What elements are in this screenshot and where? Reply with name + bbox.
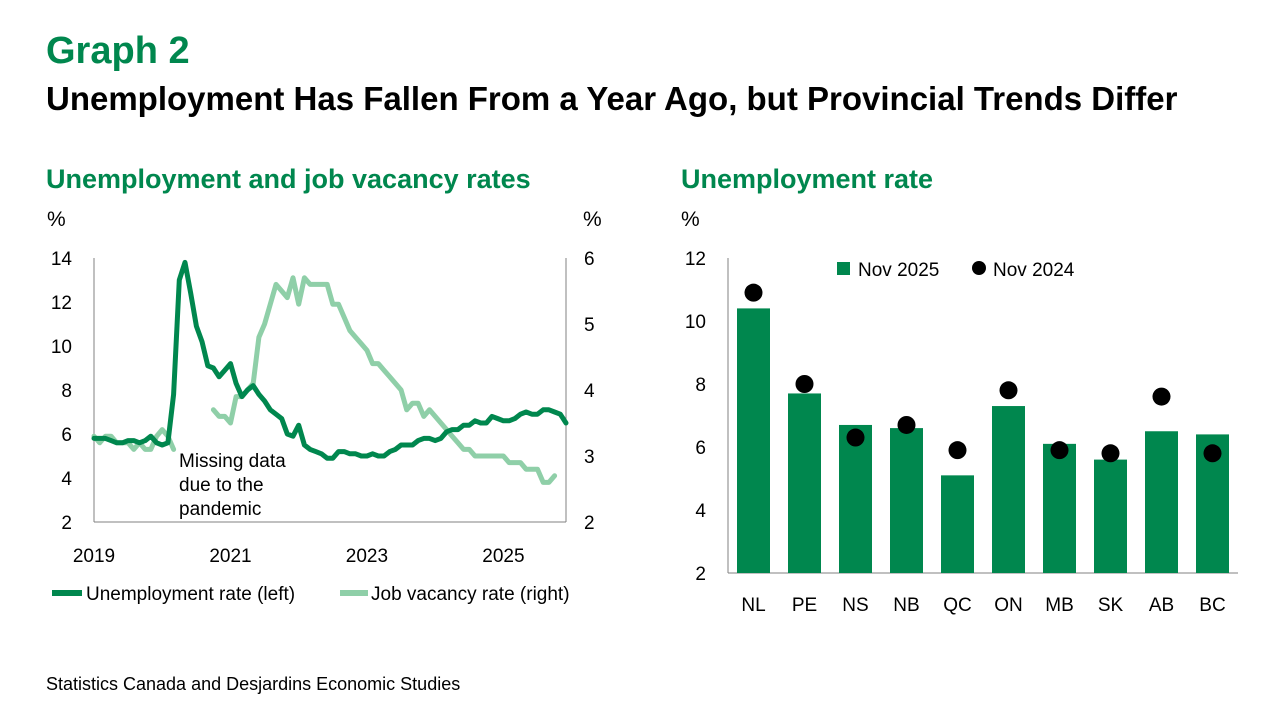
x-tick-label: AB xyxy=(1149,595,1174,616)
graph-label: Graph 2 xyxy=(46,30,190,72)
y-right-tick-label: 2 xyxy=(584,513,595,534)
left-chart-title: Unemployment and job vacancy rates xyxy=(46,164,531,194)
y-right-unit-label: % xyxy=(583,208,602,231)
marker-qc xyxy=(948,441,967,460)
y-tick-label: 6 xyxy=(695,438,706,459)
y-left-tick-label: 4 xyxy=(61,469,72,490)
y-tick-label: 8 xyxy=(695,375,706,396)
y-right-tick-label: 4 xyxy=(584,381,595,402)
x-tick-label: 2019 xyxy=(73,546,115,567)
marker-sk xyxy=(1101,444,1120,463)
legend-nov2024-swatch xyxy=(972,261,986,275)
bar-chart: 2 4 6 8 10 12% NL PE NS NB QC ON MB SK AB BC Nov 2025 Nov… xyxy=(681,208,1238,616)
y-left-tick-label: 10 xyxy=(51,337,72,358)
y-left-tick-label: 14 xyxy=(51,249,73,270)
y-tick-label: 12 xyxy=(685,249,706,270)
x-tick-label: MB xyxy=(1045,595,1074,616)
marker-ns xyxy=(846,428,865,447)
x-tick-label: PE xyxy=(792,595,817,616)
y-left-tick-label: 6 xyxy=(61,425,72,446)
y-right-tick-label: 3 xyxy=(584,447,595,468)
missing-data-annotation: Missing data due to the pandemic xyxy=(179,451,286,520)
x-tick-label: NS xyxy=(842,595,868,616)
bar-ns xyxy=(839,424,872,573)
legend-nov2024-label: Nov 2024 xyxy=(993,260,1075,281)
x-tick-label: BC xyxy=(1199,595,1225,616)
x-tick-label: 2025 xyxy=(482,546,524,567)
bar-on xyxy=(992,406,1025,573)
y-unit-label: % xyxy=(681,208,700,231)
marker-nb xyxy=(897,415,916,434)
bar-ab xyxy=(1145,431,1178,573)
legend-nov2025-swatch xyxy=(837,262,850,275)
bar-nb xyxy=(890,428,923,573)
job-vacancy-line xyxy=(210,275,558,485)
y-tick-label: 10 xyxy=(685,312,706,333)
bar-mb xyxy=(1043,443,1076,573)
y-tick-label: 4 xyxy=(695,501,706,522)
bar-qc xyxy=(941,475,974,573)
x-tick-label: ON xyxy=(994,595,1023,616)
y-left-tick-label: 8 xyxy=(61,381,72,402)
y-right-tick-label: 6 xyxy=(584,249,595,270)
marker-bc xyxy=(1203,444,1222,463)
y-left-tick-label: 2 xyxy=(61,513,72,534)
y-left-unit-label: % xyxy=(47,208,66,231)
x-tick-label: NB xyxy=(893,595,919,616)
bar-sk xyxy=(1094,459,1127,573)
line-chart: 2 4 6 8 10 12 14 2 3 4 5 6% % 2019 2021 2023 2025 Missing… xyxy=(47,208,602,605)
unemployment-line xyxy=(91,259,569,461)
legend-nov2025-label: Nov 2025 xyxy=(858,260,939,281)
right-chart-title: Unemployment rate xyxy=(681,164,934,194)
bar-pe xyxy=(788,393,821,573)
marker-pe xyxy=(795,375,814,393)
x-tick-label: 2023 xyxy=(346,546,388,567)
marker-ab xyxy=(1152,387,1171,406)
marker-on xyxy=(999,381,1018,400)
bar-nl xyxy=(737,308,770,573)
x-tick-label: SK xyxy=(1098,595,1124,616)
marker-mb xyxy=(1050,441,1069,460)
source-note: Statistics Canada and Desjardins Economi… xyxy=(46,674,461,694)
x-tick-label: QC xyxy=(943,595,972,616)
legend-vacancy-label: Job vacancy rate (right) xyxy=(371,584,570,605)
job-vacancy-line xyxy=(91,427,177,452)
y-left-tick-label: 12 xyxy=(51,293,72,314)
x-tick-label: 2021 xyxy=(209,546,251,567)
page-title: Unemployment Has Fallen From a Year Ago,… xyxy=(46,80,1178,117)
y-right-tick-label: 5 xyxy=(584,315,595,336)
y-tick-label: 2 xyxy=(695,564,706,585)
x-tick-label: NL xyxy=(741,595,765,616)
marker-nl xyxy=(744,283,763,302)
legend-unemployment-label: Unemployment rate (left) xyxy=(86,584,295,605)
